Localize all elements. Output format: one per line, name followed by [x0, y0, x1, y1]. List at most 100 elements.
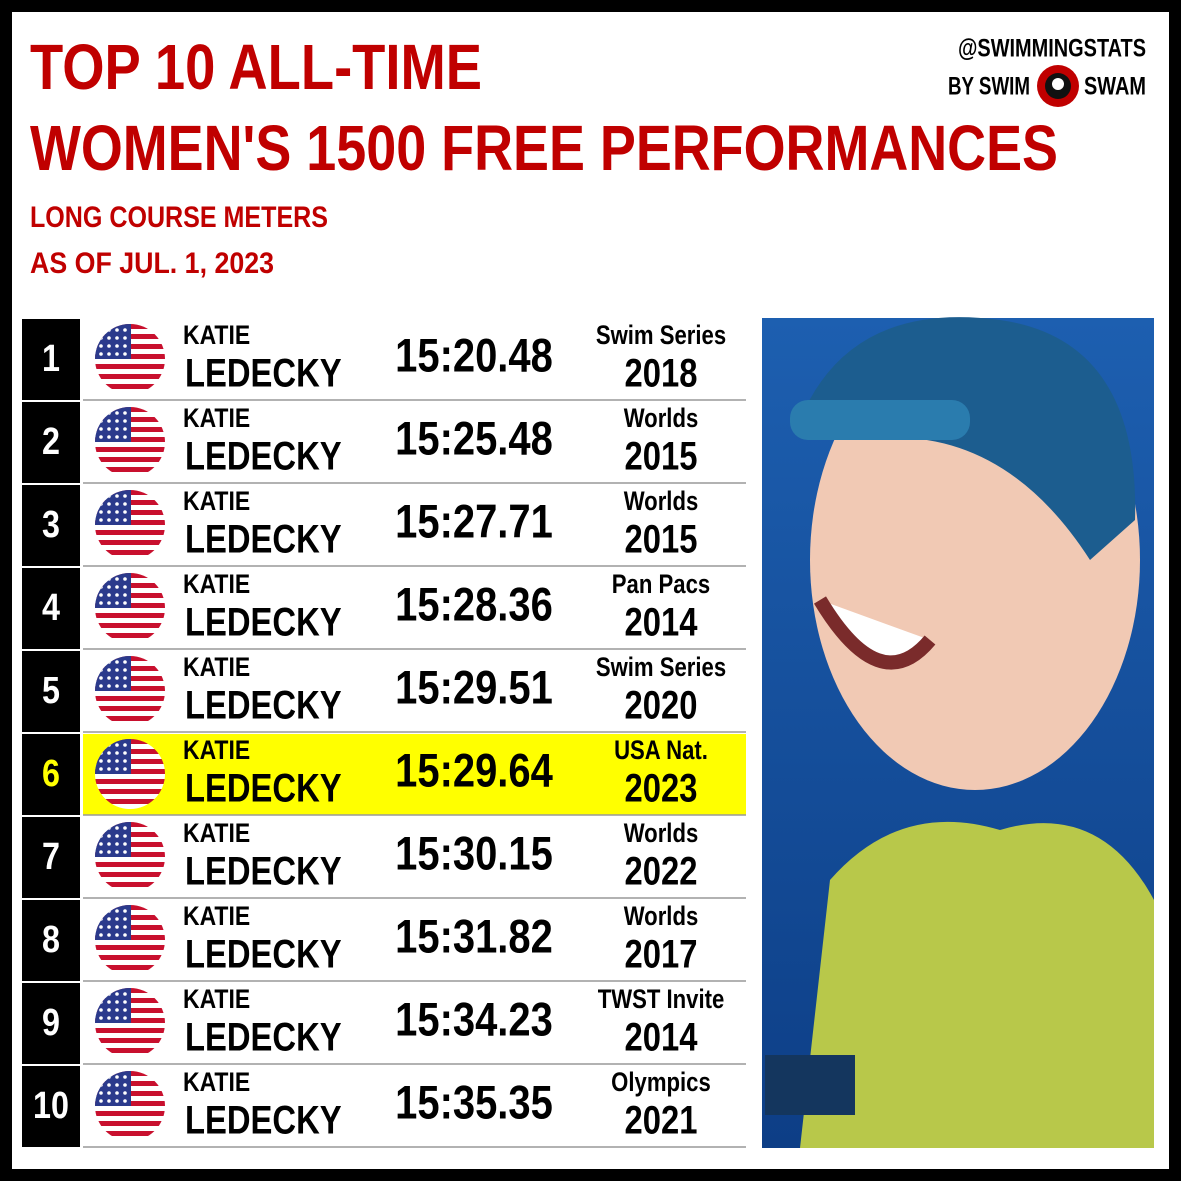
- stripe: [95, 691, 165, 696]
- star: [107, 518, 111, 522]
- star: [99, 601, 103, 605]
- rank-cell: [22, 319, 80, 400]
- star: [99, 593, 103, 597]
- stripe: [95, 882, 165, 887]
- star: [107, 435, 111, 439]
- last-name: LEDECKY: [185, 599, 342, 644]
- stripe: [95, 1131, 165, 1136]
- stripe: [95, 623, 165, 628]
- star: [115, 427, 119, 431]
- rank: 5: [42, 670, 60, 712]
- stripe: [95, 457, 165, 462]
- meet: Worlds: [624, 819, 699, 849]
- star: [107, 585, 111, 589]
- stripe: [95, 706, 165, 711]
- star: [107, 1083, 111, 1087]
- stripe: [95, 1028, 165, 1033]
- stripe: [95, 530, 165, 535]
- flag-body: [95, 1071, 165, 1141]
- star: [115, 577, 119, 581]
- stripe: [95, 467, 165, 472]
- rank-cell: [22, 651, 80, 732]
- stripe: [95, 379, 165, 384]
- rank: 2: [42, 421, 60, 463]
- time: 15:20.48: [395, 330, 553, 382]
- rank: 3: [42, 504, 60, 546]
- star: [123, 411, 127, 415]
- year: 2015: [625, 516, 698, 561]
- star: [115, 676, 119, 680]
- meet: Worlds: [624, 487, 699, 517]
- stripe: [95, 867, 165, 872]
- star: [107, 933, 111, 937]
- first-name: KATIE: [183, 984, 250, 1014]
- star: [123, 344, 127, 348]
- star: [123, 593, 127, 597]
- stripe: [95, 638, 165, 643]
- star: [123, 1008, 127, 1012]
- stripe: [95, 633, 165, 638]
- star: [115, 328, 119, 332]
- stripe: [95, 550, 165, 555]
- star: [107, 510, 111, 514]
- stripe: [95, 799, 165, 804]
- last-name: LEDECKY: [185, 931, 342, 976]
- stripe: [95, 613, 165, 618]
- stripe: [95, 374, 165, 379]
- star: [123, 850, 127, 854]
- star: [99, 1016, 103, 1020]
- flag-body: [95, 656, 165, 726]
- rank-cell: [22, 568, 80, 649]
- stripe: [95, 369, 165, 374]
- star: [107, 336, 111, 340]
- photo: [762, 317, 1154, 1148]
- title: TOP 10 ALL-TIME: [30, 31, 482, 103]
- rank: 9: [42, 1002, 60, 1044]
- star: [123, 909, 127, 913]
- time: 15:34.23: [395, 994, 553, 1046]
- stripe: [95, 384, 165, 389]
- first-name: KATIE: [183, 901, 250, 931]
- flag: [95, 656, 165, 726]
- star: [115, 684, 119, 688]
- flag-body: [95, 822, 165, 892]
- meet: Olympics: [611, 1068, 711, 1098]
- stripe: [95, 789, 165, 794]
- rank-cell: [22, 983, 80, 1064]
- flag: [95, 905, 165, 975]
- flag-body: [95, 905, 165, 975]
- star: [115, 909, 119, 913]
- time: 15:30.15: [395, 828, 553, 880]
- year: 2014: [625, 599, 699, 644]
- stripe: [95, 1033, 165, 1038]
- stripe: [95, 1121, 165, 1126]
- flag: [95, 573, 165, 643]
- star: [115, 743, 119, 747]
- stripe: [95, 711, 165, 716]
- star: [115, 1016, 119, 1020]
- rank: 6: [42, 753, 60, 795]
- star: [123, 336, 127, 340]
- stripe: [95, 945, 165, 950]
- star: [115, 834, 119, 838]
- rank-cell: [22, 900, 80, 981]
- star: [115, 336, 119, 340]
- year: 2017: [625, 931, 698, 976]
- logo: [1037, 65, 1079, 107]
- meet: Worlds: [624, 404, 699, 434]
- flag: [95, 988, 165, 1058]
- meet: Swim Series: [596, 321, 726, 351]
- stripe: [95, 862, 165, 867]
- star: [107, 834, 111, 838]
- star: [99, 684, 103, 688]
- star: [123, 759, 127, 763]
- year: 2021: [625, 1097, 698, 1142]
- year: 2020: [625, 682, 698, 727]
- star: [123, 585, 127, 589]
- star: [115, 751, 119, 755]
- star: [107, 925, 111, 929]
- star: [115, 917, 119, 921]
- time: 15:31.82: [395, 911, 553, 963]
- star: [123, 419, 127, 423]
- star: [99, 767, 103, 771]
